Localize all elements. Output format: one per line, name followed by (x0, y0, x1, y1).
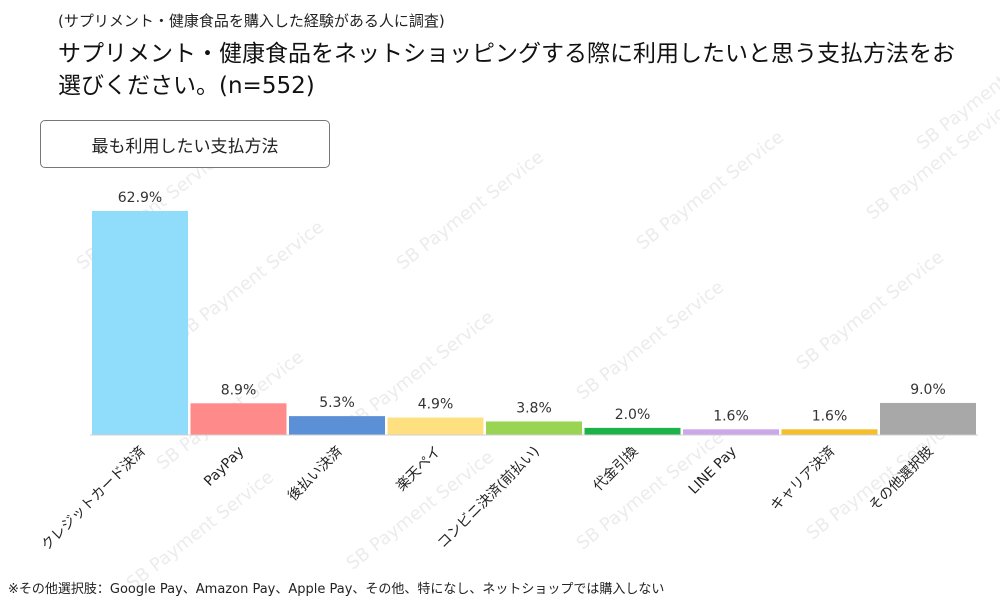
bar-3 (289, 416, 385, 435)
footnote: ※その他選択肢：Google Pay、Amazon Pay、Apple Pay、… (8, 582, 665, 597)
value-label: 5.3% (319, 395, 355, 411)
bar-2 (190, 403, 287, 435)
bar-8 (781, 429, 878, 435)
category-label: 代金引換 (590, 444, 641, 495)
value-label: 1.6% (713, 408, 749, 424)
page-title: サプリメント・健康食品をネットショッピングする際に利用したいと思う支払方法をお選… (58, 41, 955, 99)
category-label: PayPay (201, 444, 247, 490)
value-label: 62.9% (118, 190, 162, 206)
panel-label: 最も利用したい支払方法 (40, 120, 330, 168)
value-label: 4.9% (418, 397, 454, 413)
category-label: キャリア決済 (768, 444, 839, 515)
value-label: 3.8% (516, 400, 552, 416)
bar-1 (92, 211, 188, 435)
survey-subtitle: (サプリメント・健康食品を購入した経験がある人に調査) (58, 12, 445, 30)
category-label: LINE Pay (686, 444, 740, 498)
category-label: クレジットカード決済 (39, 444, 149, 554)
value-label: 9.0% (910, 382, 946, 398)
bar-7 (683, 429, 779, 435)
value-label: 1.6% (812, 408, 848, 424)
category-label: その他選択肢 (866, 444, 937, 515)
category-label: 後払い決済 (285, 444, 346, 505)
bar-6 (584, 427, 681, 435)
value-label: 2.0% (615, 407, 651, 423)
category-label: コンビニ決済(前払い) (434, 443, 543, 552)
bar-4 (387, 417, 484, 435)
bar-5 (486, 421, 582, 435)
value-label: 8.9% (221, 382, 257, 398)
bar-9 (880, 402, 976, 435)
category-label: 楽天ペイ (393, 444, 444, 495)
